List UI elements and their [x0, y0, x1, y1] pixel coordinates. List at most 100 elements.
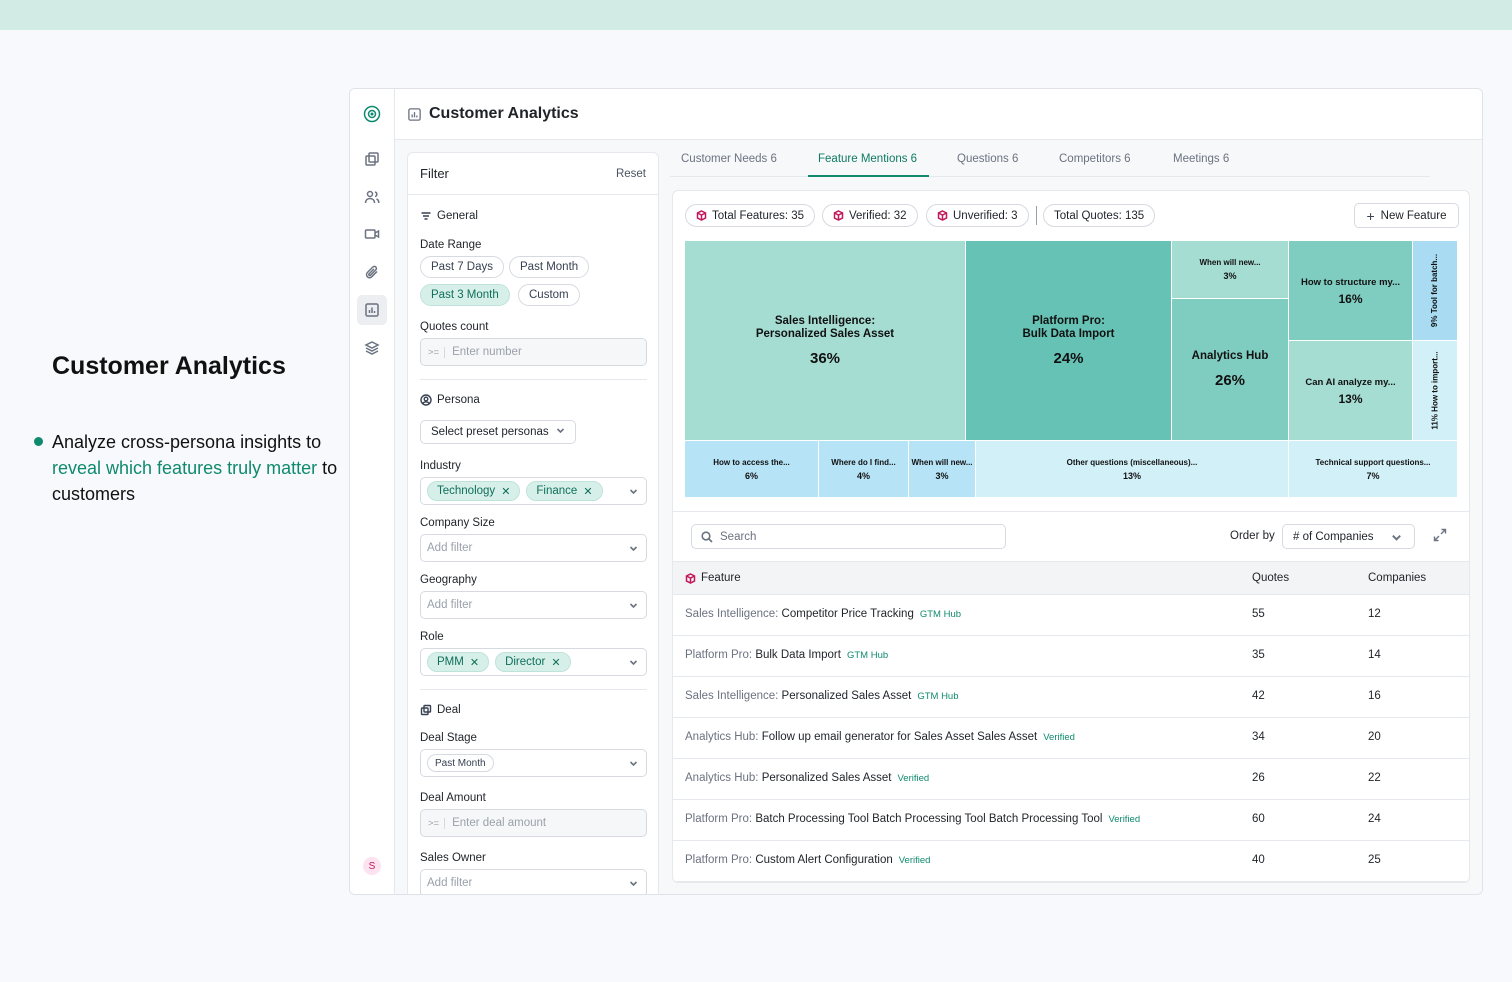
role-tag-pmm[interactable]: PMM ✕: [427, 652, 490, 672]
geography-label: Geography: [420, 574, 477, 586]
cube-icon: [833, 210, 844, 221]
date-chip-custom[interactable]: Custom: [518, 284, 580, 306]
paperclip-icon[interactable]: [357, 257, 387, 287]
status-badge: Verified: [898, 855, 931, 866]
search-icon: [701, 530, 713, 543]
treemap-cell[interactable]: Sales Intelligence: Personalized Sales As…: [685, 241, 966, 441]
sales-owner-select[interactable]: Add filter: [420, 869, 647, 894]
treemap-cell[interactable]: Can AI analyze my... 13%: [1289, 341, 1413, 441]
order-by-label: Order by: [1230, 530, 1275, 542]
chevron-down-icon: [629, 658, 638, 667]
promo-title: Customer Analytics: [52, 352, 286, 380]
treemap-cell[interactable]: Technical support questions... 7%: [1289, 441, 1458, 498]
industry-tag-finance[interactable]: Finance ✕: [526, 481, 603, 501]
separator: [1036, 206, 1037, 225]
chevron-down-icon: [629, 879, 638, 888]
table-row[interactable]: Sales Intelligence: Personalized Sales A…: [673, 677, 1469, 718]
treemap-cell[interactable]: 11% How to import...: [1413, 341, 1458, 441]
filter-title: Filter: [420, 166, 449, 181]
status-badge: Verified: [1043, 732, 1075, 743]
tab-questions[interactable]: Questions 6: [957, 153, 1019, 165]
remove-icon[interactable]: ✕: [583, 485, 593, 498]
copy-icon[interactable]: [357, 144, 387, 174]
users-icon[interactable]: [357, 182, 387, 212]
plus-icon: +: [1366, 207, 1375, 224]
role-tag-director[interactable]: Director ✕: [495, 652, 571, 672]
layers-icon[interactable]: [357, 333, 387, 363]
reset-button[interactable]: Reset: [615, 167, 646, 180]
treemap-cell[interactable]: Platform Pro: Bulk Data Import 24%: [966, 241, 1172, 441]
table-row[interactable]: Platform Pro: Bulk Data Import GTM Hub 35…: [673, 636, 1469, 677]
preset-personas-select[interactable]: Select preset personas: [420, 420, 576, 444]
persona-section: Persona: [420, 394, 480, 406]
page-title: Customer Analytics: [429, 105, 579, 122]
bullet-dot: [34, 437, 43, 446]
tab-feature-mentions[interactable]: Feature Mentions 6: [818, 153, 918, 165]
industry-tag-technology[interactable]: Technology ✕: [427, 481, 521, 501]
total-features-badge: Total Features: 35: [685, 204, 816, 227]
treemap-cell[interactable]: Other questions (miscellaneous)... 13%: [976, 441, 1289, 498]
remove-icon[interactable]: ✕: [469, 656, 480, 669]
status-badge: GTM Hub: [846, 650, 889, 661]
app-window: S Customer Analytics Filter Reset Genera…: [349, 88, 1483, 895]
deal-section: Deal: [420, 704, 461, 716]
deal-stage-select[interactable]: Past Month: [420, 749, 647, 777]
search-input[interactable]: Search: [691, 524, 1006, 549]
table-row[interactable]: Platform Pro: Batch Processing Tool Batc…: [673, 800, 1469, 841]
icon-rail: S: [350, 89, 395, 894]
deal-stage-chip[interactable]: Past Month: [427, 754, 494, 772]
date-chip-past-7-days[interactable]: Past 7 Days: [420, 256, 504, 278]
treemap-cell[interactable]: Where do I find... 4%: [819, 441, 909, 498]
date-chip-past-month[interactable]: Past Month: [509, 256, 590, 278]
treemap-cell[interactable]: Analytics Hub 26%: [1172, 299, 1289, 441]
new-feature-button[interactable]: + New Feature: [1354, 203, 1459, 228]
table-row[interactable]: Analytics Hub: Personalized Sales Asset V…: [673, 759, 1469, 800]
company-size-select[interactable]: Add filter: [420, 534, 647, 562]
tab-bar: Customer Needs 6 Feature Mentions 6 Ques…: [670, 141, 1430, 177]
treemap-cell[interactable]: 9% Tool for batch...: [1413, 241, 1458, 341]
unverified-badge: Unverified: 3: [926, 204, 1029, 227]
analytics-icon[interactable]: [357, 295, 387, 325]
order-by-select[interactable]: # of Companies: [1282, 524, 1415, 549]
table-row[interactable]: Sales Intelligence: Competitor Price Tra…: [673, 595, 1469, 636]
expand-icon[interactable]: [1433, 528, 1447, 542]
treemap-cell[interactable]: How to structure my... 16%: [1289, 241, 1413, 341]
tab-customer-needs[interactable]: Customer Needs 6: [681, 153, 777, 165]
tab-meetings[interactable]: Meetings 6: [1173, 153, 1230, 165]
quotes-count-label: Quotes count: [420, 321, 489, 333]
tab-competitors[interactable]: Competitors 6: [1059, 153, 1131, 165]
verified-badge: Verified: 32: [822, 204, 918, 227]
chevron-down-icon: [629, 759, 638, 768]
industry-select[interactable]: Technology ✕ Finance ✕: [420, 477, 647, 505]
companies-column-header[interactable]: Companies: [1368, 572, 1427, 584]
video-icon[interactable]: [357, 219, 387, 249]
date-chip-past-3-month[interactable]: Past 3 Month: [420, 284, 510, 306]
remove-icon[interactable]: ✕: [501, 485, 511, 498]
general-section: General: [420, 210, 478, 222]
role-select[interactable]: PMM ✕ Director ✕: [420, 648, 647, 676]
top-banner: [0, 0, 1512, 30]
quotes-count-input[interactable]: >= Enter number: [420, 338, 647, 366]
chart-icon: [408, 107, 421, 121]
treemap-cell[interactable]: When will new... 3%: [909, 441, 976, 498]
table-row[interactable]: Platform Pro: Custom Alert Configuration…: [673, 841, 1469, 882]
user-avatar[interactable]: S: [363, 857, 381, 875]
treemap-cell[interactable]: How to access the... 6%: [685, 441, 819, 498]
table-row[interactable]: Analytics Hub: Follow up email generator…: [673, 718, 1469, 759]
divider: [420, 379, 647, 380]
logo-icon[interactable]: [357, 99, 387, 129]
copy-icon: [420, 704, 432, 716]
remove-icon[interactable]: ✕: [551, 656, 561, 669]
treemap-cell[interactable]: When will new... 3%: [1172, 241, 1289, 299]
quotes-column-header[interactable]: Quotes: [1252, 572, 1290, 584]
filter-panel: Filter Reset General Date Range Past 7 D…: [407, 152, 659, 894]
feature-column-header[interactable]: Feature: [685, 572, 741, 584]
geography-select[interactable]: Add filter: [420, 591, 647, 619]
cube-icon: [685, 572, 696, 584]
deal-amount-label: Deal Amount: [420, 792, 486, 804]
status-badge: GTM Hub: [917, 691, 959, 702]
active-tab-indicator: [808, 175, 929, 177]
feature-mentions-panel: Total Features: 35 Verified: 32 Unverifi…: [672, 190, 1470, 883]
status-badge: GTM Hub: [919, 609, 962, 620]
deal-amount-input[interactable]: >= Enter deal amount: [420, 809, 647, 837]
